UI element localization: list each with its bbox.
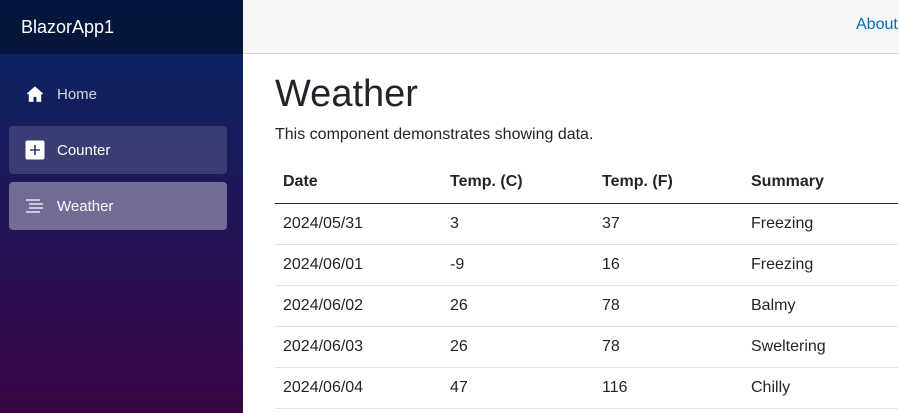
sidebar-item-label: Counter xyxy=(57,141,111,159)
table-row: 2024/05/31 3 37 Freezing xyxy=(275,203,898,245)
sidebar: BlazorApp1 Home Counter Weather xyxy=(0,0,243,413)
column-header-temp-c: Temp. (C) xyxy=(442,162,594,204)
table-row: 2024/06/03 26 78 Sweltering xyxy=(275,326,898,368)
sidebar-item-home[interactable]: Home xyxy=(9,70,227,118)
cell-temp-c: 47 xyxy=(442,367,594,409)
about-link[interactable]: About xyxy=(856,16,898,33)
cell-temp-f: 78 xyxy=(594,285,743,327)
weather-table: Date Temp. (C) Temp. (F) Summary 2024/05… xyxy=(275,162,898,409)
cell-summary: Chilly xyxy=(743,367,898,409)
cell-summary: Freezing xyxy=(743,203,898,245)
cell-temp-c: 26 xyxy=(442,326,594,368)
column-header-temp-f: Temp. (F) xyxy=(594,162,743,204)
cell-temp-f: 37 xyxy=(594,203,743,245)
nav-menu: Home Counter Weather xyxy=(0,54,243,230)
brand-link[interactable]: BlazorApp1 xyxy=(21,16,115,37)
cell-date: 2024/05/31 xyxy=(275,203,442,245)
home-icon xyxy=(25,84,45,104)
list-icon xyxy=(25,196,45,216)
table-row: 2024/06/02 26 78 Balmy xyxy=(275,285,898,327)
intro-text: This component demonstrates showing data… xyxy=(275,126,594,143)
cell-temp-c: 26 xyxy=(442,285,594,327)
column-header-summary: Summary xyxy=(743,162,898,204)
cell-temp-f: 78 xyxy=(594,326,743,368)
cell-temp-f: 16 xyxy=(594,244,743,286)
sidebar-item-weather[interactable]: Weather xyxy=(9,182,227,230)
main-content: Weather This component demonstrates show… xyxy=(275,74,899,144)
top-row: About xyxy=(243,0,899,54)
brand-bar: BlazorApp1 xyxy=(0,0,243,54)
cell-summary: Balmy xyxy=(743,285,898,327)
plus-square-icon xyxy=(25,140,45,160)
cell-date: 2024/06/01 xyxy=(275,244,442,286)
table-row: 2024/06/01 -9 16 Freezing xyxy=(275,244,898,286)
cell-temp-c: 3 xyxy=(442,203,594,245)
cell-temp-f: 116 xyxy=(594,367,743,409)
table-row: 2024/06/04 47 116 Chilly xyxy=(275,367,898,409)
cell-summary: Freezing xyxy=(743,244,898,286)
page-title: Weather xyxy=(275,73,418,115)
sidebar-item-counter[interactable]: Counter xyxy=(9,126,227,174)
cell-temp-c: -9 xyxy=(442,244,594,286)
sidebar-item-label: Weather xyxy=(57,197,114,215)
column-header-date: Date xyxy=(275,162,442,204)
table-header-row: Date Temp. (C) Temp. (F) Summary xyxy=(275,162,898,204)
cell-date: 2024/06/03 xyxy=(275,326,442,368)
cell-date: 2024/06/02 xyxy=(275,285,442,327)
sidebar-item-label: Home xyxy=(57,85,98,103)
cell-summary: Sweltering xyxy=(743,326,898,368)
cell-date: 2024/06/04 xyxy=(275,367,442,409)
